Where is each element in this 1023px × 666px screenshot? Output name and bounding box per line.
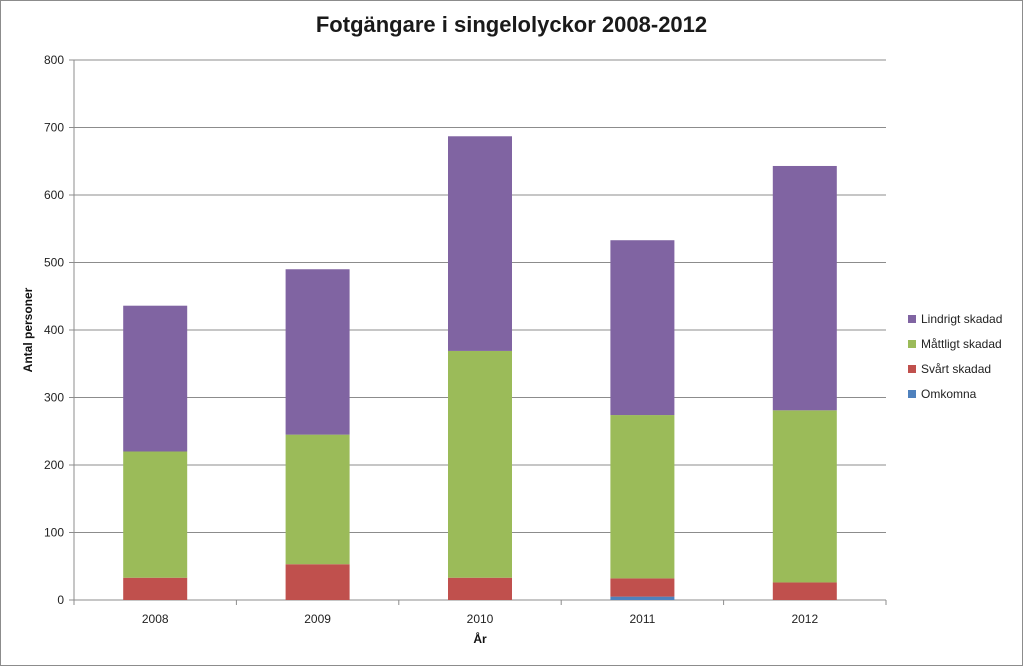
bar-2011-lindrigt-skadad [610, 240, 675, 416]
bar-2008-lindrigt-skadad [123, 305, 188, 452]
bar-2008-sv-rt-skadad [123, 577, 188, 600]
legend-swatch [908, 364, 916, 373]
bar-2009-sv-rt-skadad [285, 564, 350, 600]
legend-label: Omkomna [921, 386, 977, 401]
x-tick-label: 2009 [304, 612, 331, 626]
bar-2011-m-ttligt-skadad [610, 415, 675, 579]
chart-legend: Lindrigt skadad Måttligt skadad Svårt skad… [908, 306, 1002, 406]
legend-item: Omkomna [908, 381, 1002, 406]
y-tick-label: 800 [44, 53, 64, 67]
legend-swatch [908, 314, 916, 323]
y-tick-label: 200 [44, 458, 64, 472]
legend-label: Lindrigt skadad [921, 311, 1003, 326]
bar-2012-lindrigt-skadad [772, 165, 837, 411]
bar-2009-lindrigt-skadad [285, 269, 350, 435]
legend-item: Svårt skadad [908, 356, 1002, 381]
bar-2012-m-ttligt-skadad [772, 410, 837, 583]
bar-2010-sv-rt-skadad [448, 577, 512, 600]
y-axis-title: Antal personer [21, 287, 35, 372]
legend-item: Måttligt skadad [908, 331, 1002, 356]
legend-item: Lindrigt skadad [908, 306, 1002, 331]
y-tick-label: 600 [44, 188, 64, 202]
chart-title: Fotgängare i singelolyckor 2008-2012 [315, 12, 708, 37]
legend-swatch [908, 389, 916, 398]
y-tick-label: 500 [44, 256, 64, 270]
legend-label: Måttligt skadad [921, 336, 1002, 351]
y-tick-label: 0 [57, 593, 64, 607]
bar-2009-m-ttligt-skadad [285, 434, 350, 565]
bar-2010-lindrigt-skadad [448, 136, 512, 351]
bar-2008-m-ttligt-skadad [123, 451, 188, 578]
bar-2012-sv-rt-skadad [772, 582, 837, 600]
legend-label: Svårt skadad [921, 361, 992, 376]
y-tick-label: 700 [44, 121, 64, 135]
bar-2011-sv-rt-skadad [610, 578, 675, 597]
bar-2011-omkomna [610, 596, 675, 600]
x-tick-label: 2012 [791, 612, 818, 626]
y-tick-label: 300 [44, 391, 64, 405]
x-tick-label: 2010 [467, 612, 494, 626]
x-axis-title: År [473, 631, 487, 646]
y-tick-label: 400 [44, 323, 64, 337]
x-tick-label: 2008 [142, 612, 169, 626]
bar-2010-m-ttligt-skadad [448, 350, 512, 578]
y-tick-label: 100 [44, 526, 64, 540]
x-tick-label: 2011 [629, 612, 655, 626]
legend-swatch [908, 339, 916, 348]
